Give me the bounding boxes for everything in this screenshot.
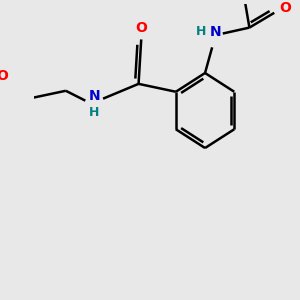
Text: O: O [0,69,8,83]
Text: O: O [135,21,147,34]
Text: N: N [88,89,100,103]
Text: H: H [196,25,207,38]
Text: H: H [89,106,99,119]
Text: N: N [210,25,221,39]
Text: O: O [279,1,291,15]
